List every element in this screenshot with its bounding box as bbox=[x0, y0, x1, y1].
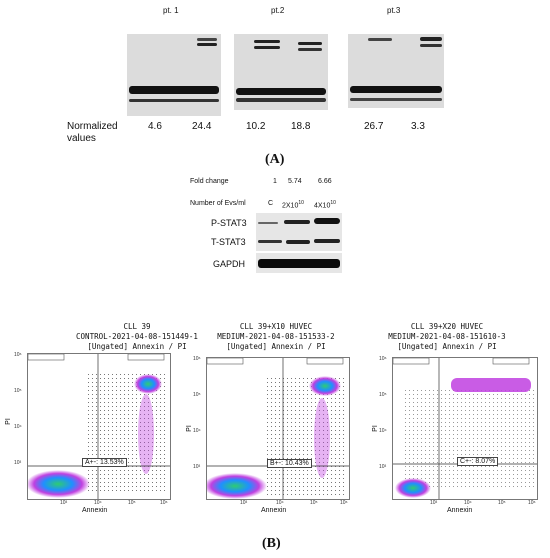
ytick: 10⁶ bbox=[379, 356, 387, 362]
patient-1-title: pt. 1 bbox=[163, 6, 179, 15]
flow-plot-3-xlabel: Annexin bbox=[447, 507, 473, 514]
blot-patient-1 bbox=[127, 34, 221, 116]
panel-a-letter: (A) bbox=[265, 152, 285, 167]
flow-plot-3-title: CLL 39+X20 HUVEC MEDIUM-2021-04-08-15161… bbox=[388, 322, 506, 351]
patient-3-title: pt.3 bbox=[387, 6, 401, 15]
fold-change-2x: 5.74 bbox=[288, 178, 302, 185]
t-stat3-blot bbox=[256, 233, 342, 251]
value-pt2-a: 10.2 bbox=[246, 121, 266, 132]
flow-plot-2-ylabel: PI bbox=[185, 425, 193, 432]
xtick: 10⁶ bbox=[340, 500, 348, 506]
ytick: 10⁴ bbox=[193, 428, 201, 434]
value-pt3-a: 26.7 bbox=[364, 121, 384, 132]
xtick: 10³ bbox=[240, 500, 248, 506]
flow-plot-2-title: CLL 39+X10 HUVEC MEDIUM-2021-04-08-15153… bbox=[217, 322, 335, 351]
gapdh-blot bbox=[256, 253, 342, 273]
ytick: 10⁴ bbox=[379, 428, 387, 434]
flow-plot-3-area: C+-: 8.07% bbox=[392, 357, 538, 500]
lane-2x: 2X1010 bbox=[282, 200, 304, 210]
value-pt1-b: 24.4 bbox=[192, 121, 212, 132]
xtick: 10³ bbox=[60, 500, 68, 506]
value-pt3-b: 3.3 bbox=[411, 121, 425, 132]
ytick: 10³ bbox=[14, 460, 22, 466]
fold-change-c: 1 bbox=[273, 178, 277, 185]
flow-plot-1-ylabel: PI bbox=[4, 418, 12, 425]
blot-patient-3 bbox=[348, 34, 444, 108]
ytick: 10⁴ bbox=[14, 424, 22, 430]
ytick: 10⁶ bbox=[193, 356, 201, 362]
blot-patient-2 bbox=[234, 34, 328, 110]
value-pt1-a: 4.6 bbox=[148, 121, 162, 132]
flow-plot-2-area: B+-: 10.43% bbox=[206, 357, 350, 500]
xtick: 10³ bbox=[430, 500, 438, 506]
flow-plot-1-title: CLL 39 CONTROL-2021-04-08-151449-1 [Unga… bbox=[76, 322, 198, 351]
flow-plot-1-area: A+-: 13.53% bbox=[27, 353, 171, 500]
ytick: 10⁵ bbox=[379, 392, 387, 398]
xtick: 10⁴ bbox=[276, 500, 284, 506]
flow-plot-1-gate: A+-: 13.53% bbox=[82, 458, 127, 467]
ytick: 10⁶ bbox=[14, 352, 22, 358]
xtick: 10⁵ bbox=[128, 500, 136, 506]
values-label: values bbox=[67, 133, 96, 144]
flow-plot-3-ylabel: PI bbox=[371, 425, 379, 432]
xtick: 10⁶ bbox=[528, 500, 536, 506]
fold-change-4x: 6.66 bbox=[318, 178, 332, 185]
flow-plot-3-gate: C+-: 8.07% bbox=[457, 457, 499, 466]
value-pt2-b: 18.8 bbox=[291, 121, 311, 132]
row-p-stat3: P-STAT3 bbox=[211, 218, 247, 228]
evs-label: Number of Evs/ml bbox=[190, 200, 246, 207]
flow-plot-2-xlabel: Annexin bbox=[261, 507, 287, 514]
ytick: 10³ bbox=[379, 464, 387, 470]
xtick: 10⁶ bbox=[160, 500, 168, 506]
lane-4x: 4X1010 bbox=[314, 200, 336, 210]
flow-plot-2-gate: B+-: 10.43% bbox=[267, 459, 312, 468]
ytick: 10⁵ bbox=[193, 392, 201, 398]
xtick: 10⁵ bbox=[498, 500, 506, 506]
p-stat3-blot bbox=[256, 213, 342, 233]
ytick: 10³ bbox=[193, 464, 201, 470]
xtick: 10⁵ bbox=[310, 500, 318, 506]
row-t-stat3: T-STAT3 bbox=[211, 237, 246, 247]
ytick: 10⁵ bbox=[14, 388, 22, 394]
row-gapdh: GAPDH bbox=[213, 259, 246, 269]
xtick: 10⁴ bbox=[94, 500, 102, 506]
lane-c: C bbox=[268, 200, 274, 207]
patient-2-title: pt.2 bbox=[271, 6, 285, 15]
panel-b-letter: (B) bbox=[262, 536, 281, 551]
normalized-label: Normalized bbox=[67, 121, 118, 132]
flow-plot-1-xlabel: Annexin bbox=[82, 507, 108, 514]
fold-change-label: Fold change bbox=[190, 178, 229, 185]
xtick: 10⁴ bbox=[464, 500, 472, 506]
